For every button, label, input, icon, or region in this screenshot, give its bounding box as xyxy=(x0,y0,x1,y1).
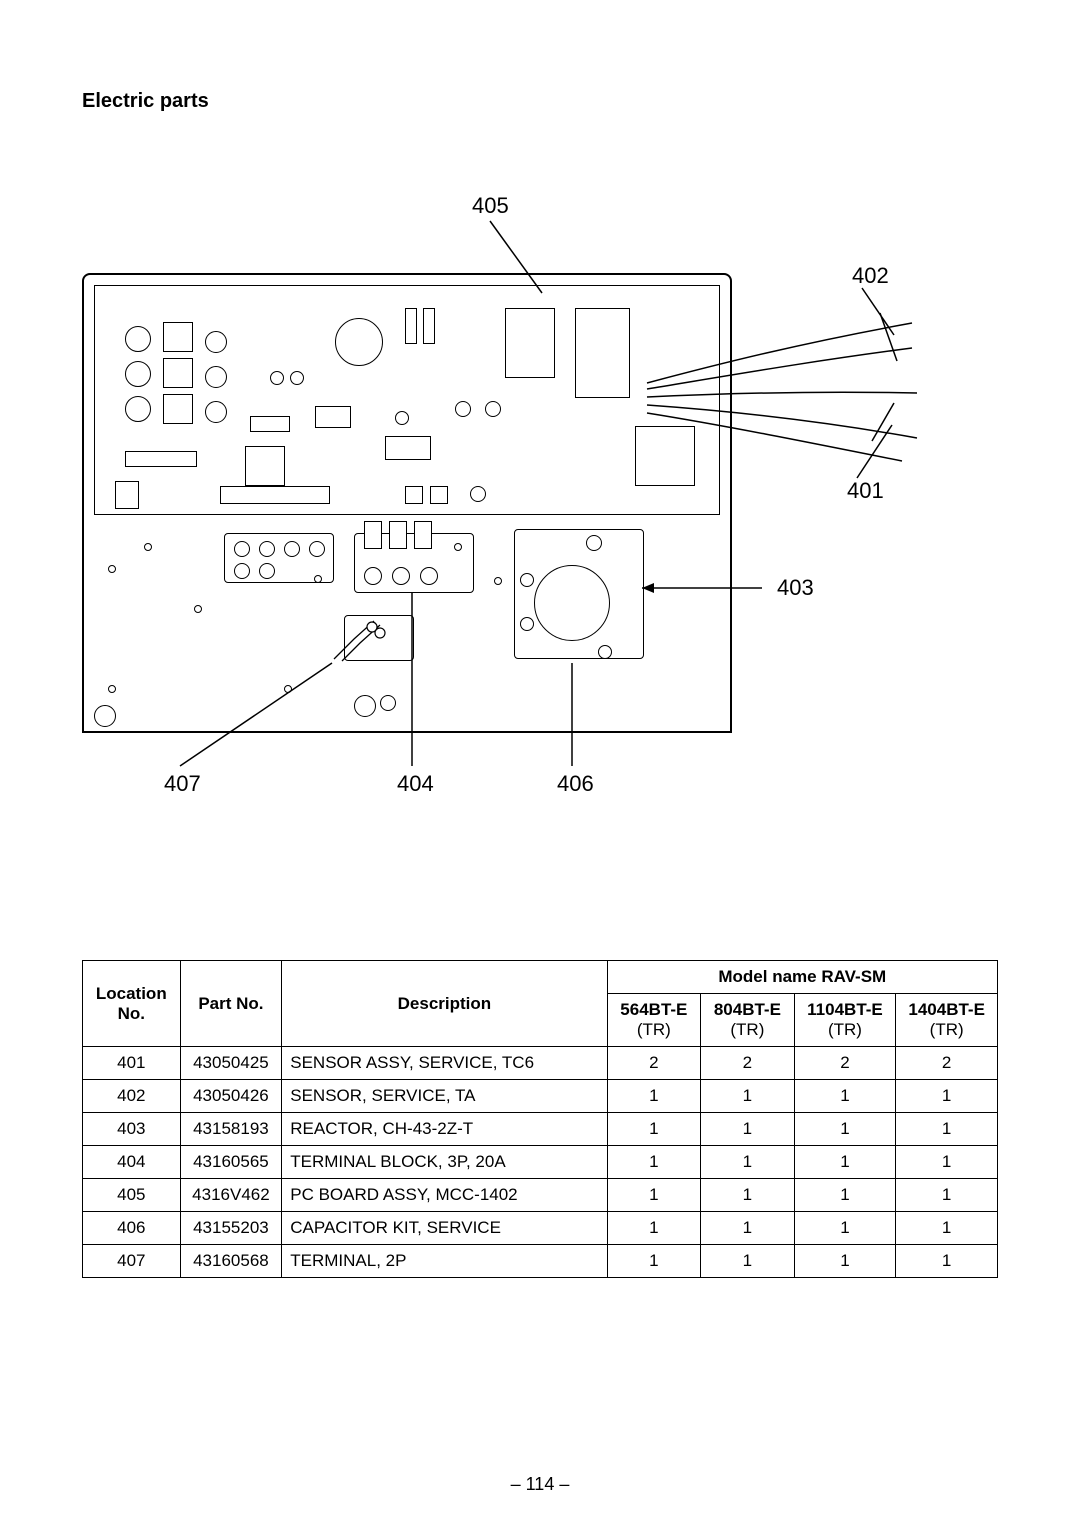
cell-qty: 2 xyxy=(896,1047,998,1080)
cell-qty: 1 xyxy=(701,1245,795,1278)
th-model-2: 1104BT-E(TR) xyxy=(794,994,896,1047)
diagram: 405 xyxy=(82,193,998,873)
cell-qty: 2 xyxy=(794,1047,896,1080)
parts-table: Location No. Part No. Description Model … xyxy=(82,960,998,1278)
table-row: 40743160568TERMINAL, 2P1111 xyxy=(83,1245,998,1278)
cell-qty: 2 xyxy=(607,1047,701,1080)
table-row: 40643155203CAPACITOR KIT, SERVICE1111 xyxy=(83,1212,998,1245)
cell-part: 43158193 xyxy=(180,1113,282,1146)
cell-qty: 1 xyxy=(701,1080,795,1113)
section-title: Electric parts xyxy=(82,90,998,113)
cell-qty: 1 xyxy=(607,1113,701,1146)
cell-desc: REACTOR, CH-43-2Z-T xyxy=(282,1113,607,1146)
cell-qty: 2 xyxy=(701,1047,795,1080)
cell-desc: SENSOR ASSY, SERVICE, TC6 xyxy=(282,1047,607,1080)
cell-part: 43050425 xyxy=(180,1047,282,1080)
cell-part: 43160568 xyxy=(180,1245,282,1278)
callout-403-label: 403 xyxy=(777,575,814,601)
th-location: Location No. xyxy=(83,961,181,1047)
table-row: 4054316V462PC BOARD ASSY, MCC-14021111 xyxy=(83,1179,998,1212)
cell-desc: SENSOR, SERVICE, TA xyxy=(282,1080,607,1113)
cell-qty: 1 xyxy=(607,1245,701,1278)
th-model-1: 804BT-E(TR) xyxy=(701,994,795,1047)
cell-loc: 405 xyxy=(83,1179,181,1212)
callout-406-label: 406 xyxy=(557,771,594,797)
cell-qty: 1 xyxy=(896,1212,998,1245)
cell-loc: 407 xyxy=(83,1245,181,1278)
cell-desc: CAPACITOR KIT, SERVICE xyxy=(282,1212,607,1245)
cell-qty: 1 xyxy=(794,1080,896,1113)
cell-qty: 1 xyxy=(794,1146,896,1179)
th-model: Model name RAV-SM xyxy=(607,961,997,994)
table-row: 40243050426SENSOR, SERVICE, TA1111 xyxy=(83,1080,998,1113)
cell-qty: 1 xyxy=(896,1179,998,1212)
cell-qty: 1 xyxy=(794,1179,896,1212)
cell-qty: 1 xyxy=(794,1113,896,1146)
callout-402-label: 402 xyxy=(852,263,889,289)
cell-qty: 1 xyxy=(607,1179,701,1212)
table-row: 40343158193REACTOR, CH-43-2Z-T1111 xyxy=(83,1113,998,1146)
table-row: 40143050425SENSOR ASSY, SERVICE, TC62222 xyxy=(83,1047,998,1080)
cell-qty: 1 xyxy=(607,1212,701,1245)
pcb-board xyxy=(94,285,720,515)
cell-loc: 403 xyxy=(83,1113,181,1146)
cell-part: 43160565 xyxy=(180,1146,282,1179)
cell-qty: 1 xyxy=(896,1113,998,1146)
cell-qty: 1 xyxy=(794,1212,896,1245)
cell-qty: 1 xyxy=(701,1113,795,1146)
cell-part: 43155203 xyxy=(180,1212,282,1245)
cell-loc: 402 xyxy=(83,1080,181,1113)
th-partno: Part No. xyxy=(180,961,282,1047)
callout-405-label: 405 xyxy=(472,193,509,219)
callout-404-label: 404 xyxy=(397,771,434,797)
cell-qty: 1 xyxy=(701,1179,795,1212)
cell-qty: 1 xyxy=(896,1146,998,1179)
cell-qty: 1 xyxy=(896,1245,998,1278)
cell-qty: 1 xyxy=(701,1146,795,1179)
cell-desc: PC BOARD ASSY, MCC-1402 xyxy=(282,1179,607,1212)
page-number: – 114 – xyxy=(0,1474,1080,1495)
table-row: 40443160565TERMINAL BLOCK, 3P, 20A1111 xyxy=(83,1146,998,1179)
cell-part: 43050426 xyxy=(180,1080,282,1113)
cell-loc: 404 xyxy=(83,1146,181,1179)
cell-part: 4316V462 xyxy=(180,1179,282,1212)
cell-qty: 1 xyxy=(896,1080,998,1113)
connector-detail xyxy=(324,609,394,669)
callout-407-label: 407 xyxy=(164,771,201,797)
cell-desc: TERMINAL, 2P xyxy=(282,1245,607,1278)
cell-loc: 401 xyxy=(83,1047,181,1080)
cell-qty: 1 xyxy=(794,1245,896,1278)
cell-qty: 1 xyxy=(701,1212,795,1245)
callout-401-label: 401 xyxy=(847,478,884,504)
cell-qty: 1 xyxy=(607,1080,701,1113)
cell-loc: 406 xyxy=(83,1212,181,1245)
th-model-3: 1404BT-E(TR) xyxy=(896,994,998,1047)
cell-desc: TERMINAL BLOCK, 3P, 20A xyxy=(282,1146,607,1179)
pcb-assembly xyxy=(82,273,732,733)
cell-qty: 1 xyxy=(607,1146,701,1179)
th-desc: Description xyxy=(282,961,607,1047)
th-model-0: 564BT-E(TR) xyxy=(607,994,701,1047)
